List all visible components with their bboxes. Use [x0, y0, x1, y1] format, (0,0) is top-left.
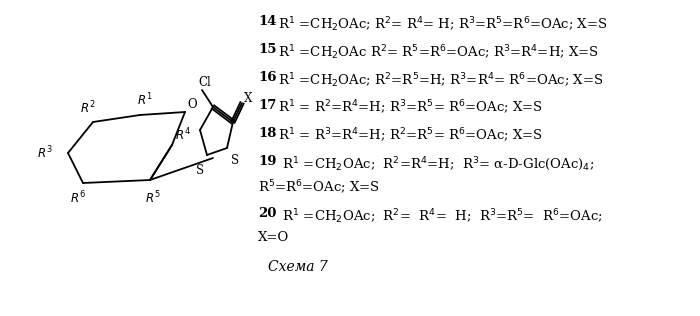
- Text: S: S: [231, 154, 239, 167]
- Text: R$^1$ = R$^3$=R$^4$=H; R$^2$=R$^5$= R$^6$=OAc; X=S: R$^1$ = R$^3$=R$^4$=H; R$^2$=R$^5$= R$^6…: [274, 127, 543, 145]
- Text: R$^1$ =CH$_2$OAc;  R$^2$=R$^4$=H;  R$^3$= α-D-Glc(OAc)$_4$;: R$^1$ =CH$_2$OAc; R$^2$=R$^4$=H; R$^3$= …: [274, 155, 594, 173]
- Text: 14: 14: [258, 15, 276, 28]
- Text: $R^5$: $R^5$: [145, 190, 161, 206]
- Text: $R^4$: $R^4$: [175, 127, 191, 143]
- Text: Cl: Cl: [199, 76, 211, 88]
- Text: Схема 7: Схема 7: [268, 260, 328, 274]
- Text: R$^5$=R$^6$=OAc; X=S: R$^5$=R$^6$=OAc; X=S: [258, 179, 380, 197]
- Text: R$^1$ =CH$_2$OAc; R$^2$=R$^5$=H; R$^3$=R$^4$= R$^6$=OAc; X=S: R$^1$ =CH$_2$OAc; R$^2$=R$^5$=H; R$^3$=R…: [274, 71, 603, 90]
- Text: 18: 18: [258, 127, 276, 140]
- Text: S: S: [196, 163, 204, 177]
- Text: R$^1$ =CH$_2$OAc;  R$^2$=  R$^4$=  H;  R$^3$=R$^5$=  R$^6$=OAc;: R$^1$ =CH$_2$OAc; R$^2$= R$^4$= H; R$^3$…: [274, 207, 603, 226]
- Text: 20: 20: [258, 207, 276, 220]
- Text: R$^1$ =CH$_2$OAc R$^2$= R$^5$=R$^6$=OAc; R$^3$=R$^4$=H; X=S: R$^1$ =CH$_2$OAc R$^2$= R$^5$=R$^6$=OAc;…: [274, 43, 599, 62]
- Text: O: O: [187, 99, 197, 112]
- Text: $R^6$: $R^6$: [70, 190, 86, 206]
- Text: $R^3$: $R^3$: [37, 145, 52, 161]
- Text: X: X: [244, 92, 252, 105]
- Text: 15: 15: [258, 43, 276, 56]
- Text: R$^1$ =CH$_2$OAc; R$^2$= R$^4$= H; R$^3$=R$^5$=R$^6$=OAc; X=S: R$^1$ =CH$_2$OAc; R$^2$= R$^4$= H; R$^3$…: [274, 15, 608, 34]
- Text: R$^1$ = R$^2$=R$^4$=H; R$^3$=R$^5$= R$^6$=OAc; X=S: R$^1$ = R$^2$=R$^4$=H; R$^3$=R$^5$= R$^6…: [274, 99, 543, 117]
- Text: X=O: X=O: [258, 231, 289, 244]
- Text: $R^1$: $R^1$: [137, 92, 153, 108]
- Text: $R^2$: $R^2$: [80, 100, 96, 116]
- Text: 16: 16: [258, 71, 276, 84]
- Text: 17: 17: [258, 99, 276, 112]
- Text: 19: 19: [258, 155, 276, 168]
